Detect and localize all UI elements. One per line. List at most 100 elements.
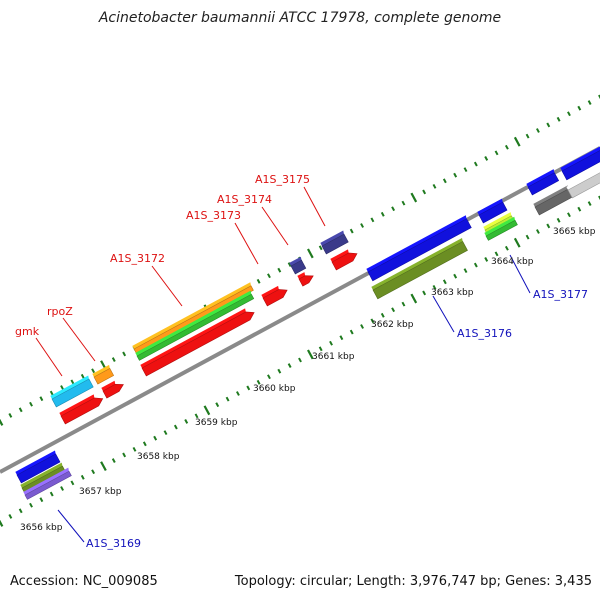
minor-tick [91, 469, 96, 475]
minor-tick [236, 391, 240, 396]
minor-tick [587, 100, 592, 105]
leader-a1s-3175 [303, 186, 326, 227]
gene-red-gmk-top [59, 394, 95, 416]
gene-blue-a1s-3176-top [366, 215, 467, 272]
minor-tick [504, 245, 509, 251]
minor-tick [391, 206, 396, 212]
minor-tick [318, 346, 323, 352]
gene-lightgrey-edge-top [566, 168, 600, 190]
leader-a1s-3174 [261, 206, 289, 246]
gene-orange-rpoz-face [93, 368, 115, 385]
gene-red-a1s-3174-top [297, 272, 306, 279]
minor-tick [463, 167, 468, 173]
gene-lightgrey-edge-face [567, 172, 600, 199]
gene-orange-a1s-3172-face [133, 285, 254, 354]
minor-tick [122, 351, 127, 357]
major-tick [203, 405, 211, 416]
minor-tick [556, 116, 561, 122]
minor-tick [267, 273, 271, 279]
minor-tick [277, 368, 282, 374]
major-tick [410, 192, 418, 203]
leader-gmk [35, 337, 63, 377]
minor-tick [39, 396, 44, 402]
minor-tick [8, 413, 13, 418]
minor-tick [442, 178, 447, 184]
minor-tick [163, 430, 168, 436]
kbp-label: 3663 kbp [431, 288, 474, 298]
gene-red-a1s-3175-top [330, 249, 349, 262]
leader-a1s-3177 [509, 254, 531, 294]
minor-tick [484, 257, 489, 262]
minor-tick [536, 229, 540, 234]
gene-red-a1s-3172 [140, 308, 255, 377]
major-tick [0, 418, 4, 426]
kbp-label: 3658 kbp [137, 452, 180, 462]
minor-tick [70, 379, 75, 385]
kbp-label: 3660 kbp [253, 384, 296, 394]
gene-orange-a1s-3172 [132, 282, 254, 354]
minor-tick [318, 245, 323, 251]
minor-tick [525, 133, 530, 139]
minor-tick [453, 172, 458, 178]
gene-green-a1s-3172 [135, 290, 255, 361]
minor-tick [122, 452, 127, 458]
gene-grey-edge-top [533, 185, 569, 207]
kbp-label: 3659 kbp [195, 418, 238, 428]
gene-red-a1s-3173-top [261, 285, 279, 298]
gene-red-rpoz [101, 380, 124, 399]
minor-tick [567, 111, 571, 117]
minor-tick [401, 301, 406, 307]
gene-label-a1s-3174: A1S_3174 [217, 193, 272, 206]
minor-tick [484, 156, 489, 161]
minor-tick [91, 368, 96, 374]
gene-label-a1s-3177: A1S_3177 [533, 288, 588, 301]
minor-tick [536, 128, 540, 133]
label-leaders [35, 186, 531, 543]
minor-tick [546, 223, 551, 229]
gene-red-gmk-face [60, 397, 104, 425]
minor-tick [29, 502, 33, 508]
major-tick [410, 293, 418, 304]
gene-blue-edge-1-face [527, 172, 560, 196]
gene-blue-edge-1-top [526, 169, 555, 187]
gene-green-a1s-3172-top [135, 290, 252, 356]
minor-tick [132, 446, 137, 452]
gene-green-a1s-3177-face [485, 219, 518, 241]
gene-blue-a1s-3177 [477, 198, 508, 224]
minor-tick [525, 234, 530, 240]
gene-blue-edge-2-top [560, 146, 600, 171]
minor-tick [267, 374, 271, 380]
minor-tick [18, 407, 23, 413]
minor-tick [60, 385, 64, 390]
gene-navy-a1s-3175 [320, 230, 349, 255]
leader-rpoz [62, 317, 96, 362]
gene-green-a1s-3177 [484, 216, 518, 241]
leader-a1s-3176 [432, 295, 455, 333]
minor-tick [453, 273, 458, 279]
gene-blue-a1s-3176-face [367, 218, 472, 282]
major-tick [0, 519, 4, 527]
gene-navy-a1s-3175-face [321, 233, 349, 255]
minor-tick [360, 324, 364, 329]
minor-tick [598, 195, 600, 201]
minor-tick [215, 402, 220, 408]
gene-red-gmk [59, 394, 104, 425]
minor-tick [349, 228, 354, 234]
minor-tick [49, 491, 54, 497]
minor-tick [432, 183, 437, 189]
kbp-label: 3661 kbp [312, 352, 355, 362]
minor-tick [194, 413, 199, 419]
minor-tick [287, 262, 292, 267]
minor-tick [18, 508, 23, 514]
minor-tick [29, 401, 33, 407]
minor-tick [80, 474, 85, 480]
kbp-label: 3656 kbp [20, 523, 63, 533]
minor-tick [473, 161, 478, 167]
minor-tick [8, 514, 13, 519]
major-tick [307, 248, 314, 259]
gene-blue-a1s-3169 [15, 450, 61, 484]
minor-tick [60, 486, 64, 491]
gene-label-gmk: gmk [15, 325, 40, 338]
minor-tick [184, 419, 189, 424]
leader-a1s-3173 [234, 222, 259, 265]
